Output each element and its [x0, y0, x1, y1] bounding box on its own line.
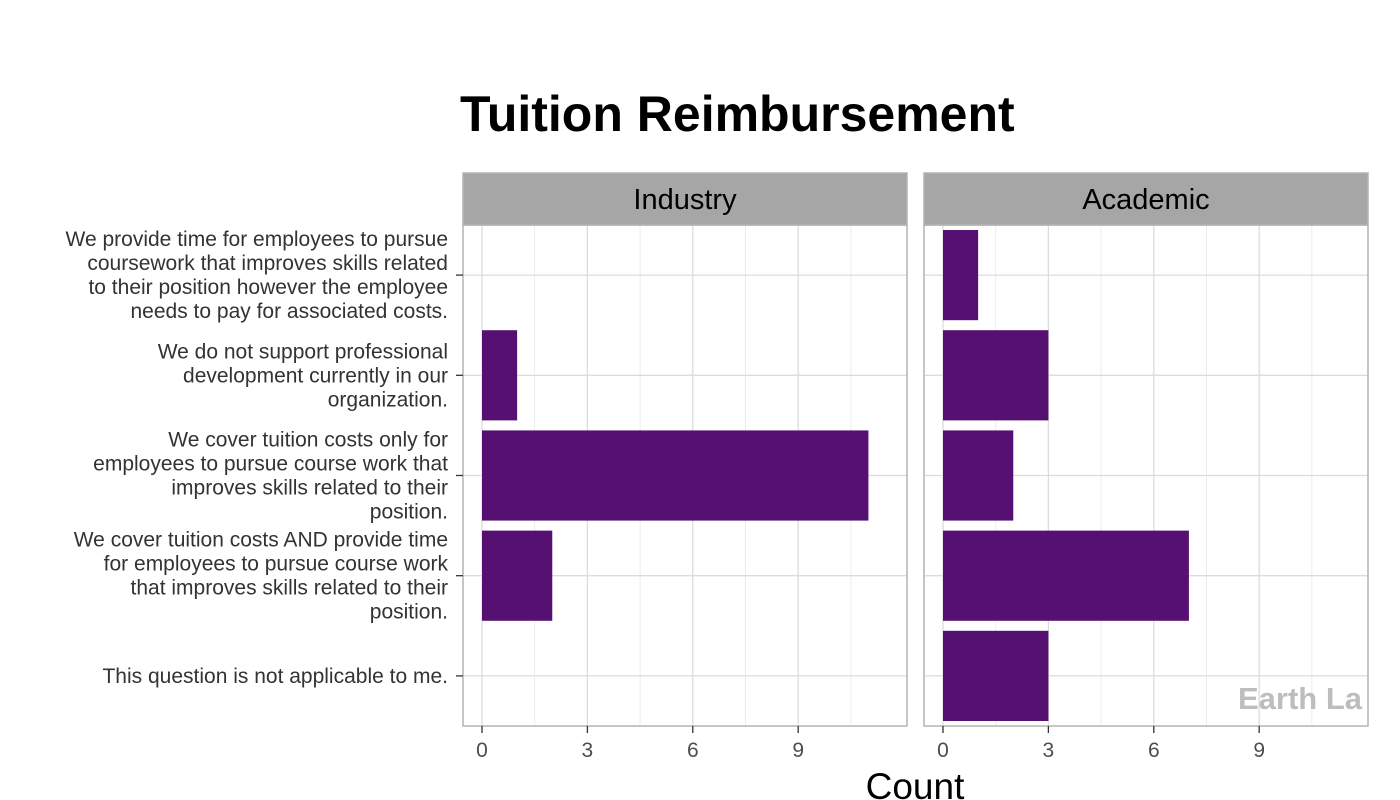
- facet-panel-academic: Academic 0 3 6 9: [923, 172, 1369, 762]
- x-tick-label: 6: [687, 739, 699, 762]
- x-tick-label: 3: [582, 739, 594, 762]
- watermark-text: Earth La: [1238, 681, 1363, 716]
- bar-industry-1: [482, 330, 518, 421]
- bar-academic-4: [943, 630, 1049, 721]
- x-tick-label: 0: [937, 739, 949, 762]
- facet-strip: [462, 172, 908, 226]
- bar-academic-2: [943, 430, 1014, 521]
- x-tick-label: 3: [1043, 739, 1055, 762]
- category-label-line: to their position however the employee: [88, 276, 448, 299]
- bar-academic-3: [943, 530, 1189, 621]
- category-label-3: We cover tuition costs AND provide time f…: [74, 529, 449, 624]
- category-label-line: needs to pay for associated costs.: [130, 300, 448, 323]
- category-label-line: improves skills related to their: [171, 477, 448, 500]
- category-label-line: position.: [370, 601, 448, 624]
- category-label-line: We do not support professional: [158, 340, 448, 363]
- bar-industry-3: [482, 530, 553, 621]
- category-label-4: This question is not applicable to me.: [102, 665, 448, 688]
- category-label-0: We provide time for employees to pursue c…: [66, 228, 448, 323]
- chart-title: Tuition Reimbursement: [460, 86, 1015, 142]
- category-label-line: coursework that improves skills related: [87, 252, 448, 275]
- bar-academic-1: [943, 330, 1049, 421]
- category-label-line: development currently in our: [183, 364, 448, 387]
- bar-academic-0: [943, 230, 979, 321]
- category-label-line: We cover tuition costs only for: [168, 429, 448, 452]
- category-label-line: position.: [370, 501, 448, 524]
- x-axis-title: Count: [866, 766, 965, 800]
- facet-strip-label: Academic: [1082, 184, 1209, 216]
- category-label-line: This question is not applicable to me.: [102, 665, 448, 688]
- plot-area: Industry 0 3 6 9 Academic 0 3 6 9 We provide time …: [66, 172, 1369, 762]
- category-label-line: We provide time for employees to pursue: [66, 228, 448, 251]
- category-label-2: We cover tuition costs only for employees…: [93, 429, 448, 524]
- category-label-line: employees to pursue course work that: [93, 453, 448, 476]
- x-tick-label: 0: [476, 739, 488, 762]
- category-label-line: for employees to pursue course work: [104, 553, 449, 576]
- category-label-1: We do not support professional developmen…: [158, 340, 448, 411]
- facet-panel-industry: Industry 0 3 6 9: [462, 172, 908, 762]
- facet-strip-label: Industry: [633, 184, 737, 216]
- category-label-line: We cover tuition costs AND provide time: [74, 529, 448, 552]
- category-label-line: that improves skills related to their: [131, 577, 448, 600]
- facet-strip: [923, 172, 1369, 226]
- x-tick-label: 6: [1148, 739, 1160, 762]
- category-label-line: organization.: [328, 388, 448, 411]
- x-tick-label: 9: [792, 739, 804, 762]
- x-tick-label: 9: [1253, 739, 1265, 762]
- bar-industry-2: [482, 430, 869, 521]
